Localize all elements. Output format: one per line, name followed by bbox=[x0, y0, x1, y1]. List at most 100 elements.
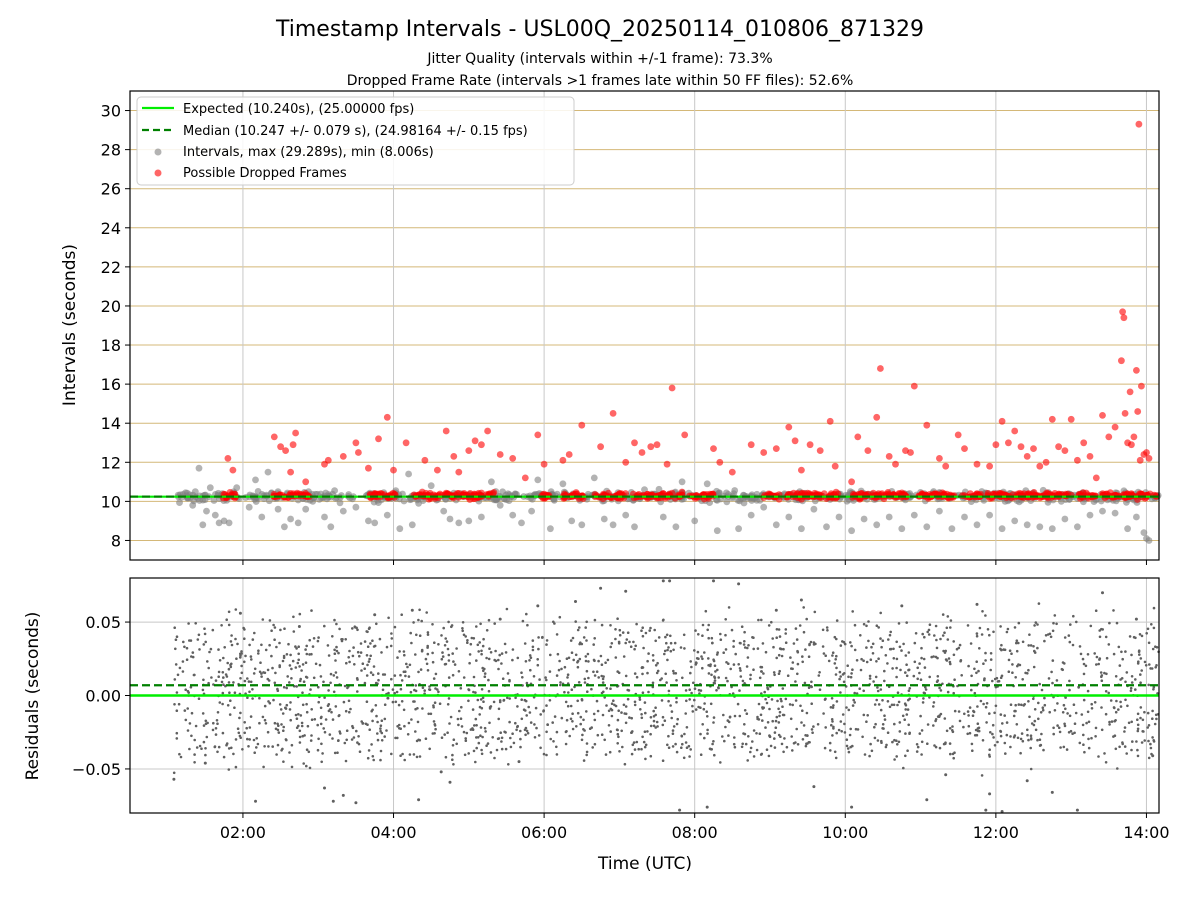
residual-point bbox=[337, 652, 340, 655]
residual-point bbox=[253, 739, 256, 742]
residual-point bbox=[300, 669, 303, 672]
interval-point bbox=[353, 504, 360, 511]
residual-point bbox=[529, 669, 532, 672]
residual-point bbox=[552, 621, 555, 624]
residual-point bbox=[851, 745, 854, 748]
residual-point bbox=[738, 689, 741, 692]
residual-point bbox=[634, 701, 637, 704]
dropped-frame-point bbox=[578, 422, 585, 429]
residual-point bbox=[1095, 663, 1098, 666]
interval-point bbox=[1112, 510, 1119, 517]
residual-point bbox=[594, 743, 597, 746]
residual-point bbox=[526, 682, 529, 685]
residual-point bbox=[282, 729, 285, 732]
residual-point bbox=[620, 711, 623, 714]
residual-point bbox=[309, 767, 312, 770]
residual-point bbox=[335, 646, 338, 649]
residual-point bbox=[225, 618, 228, 621]
residual-point bbox=[609, 730, 612, 733]
residual-point bbox=[898, 701, 901, 704]
residual-point bbox=[345, 710, 348, 713]
residual-point bbox=[586, 690, 589, 693]
residual-point bbox=[228, 768, 231, 771]
residual-point bbox=[847, 676, 850, 679]
residual-point bbox=[622, 631, 625, 634]
dropped-frame-point bbox=[1049, 416, 1056, 423]
residual-point bbox=[967, 714, 970, 717]
residual-point bbox=[1062, 711, 1065, 714]
interval-point bbox=[886, 514, 893, 521]
residual-point bbox=[549, 738, 552, 741]
residual-point bbox=[1052, 630, 1055, 633]
residual-point bbox=[861, 736, 864, 739]
residual-point bbox=[174, 648, 177, 651]
residual-point bbox=[586, 670, 589, 673]
residual-point bbox=[923, 658, 926, 661]
residual-point bbox=[646, 730, 649, 733]
residual-point bbox=[678, 809, 681, 812]
residual-point bbox=[283, 686, 286, 689]
residual-point bbox=[835, 732, 838, 735]
residual-point bbox=[683, 647, 686, 650]
residual-point bbox=[501, 737, 504, 740]
residual-point bbox=[482, 638, 485, 641]
residual-point bbox=[854, 649, 857, 652]
dropped-frame-point bbox=[340, 453, 347, 460]
residual-point bbox=[499, 731, 502, 734]
residual-point bbox=[399, 727, 402, 730]
residual-point bbox=[949, 753, 952, 756]
dropped-frame-point bbox=[1146, 455, 1153, 462]
intervals-y-tick-label: 26 bbox=[101, 180, 121, 199]
residual-point bbox=[221, 681, 224, 684]
residual-point bbox=[920, 657, 923, 660]
residual-point bbox=[1140, 706, 1143, 709]
residual-point bbox=[352, 655, 355, 658]
dropped-frame-point bbox=[1011, 428, 1018, 435]
dropped-frame-point bbox=[443, 428, 450, 435]
residual-point bbox=[653, 629, 656, 632]
residual-point bbox=[441, 736, 444, 739]
residual-point bbox=[1121, 658, 1124, 661]
residual-point bbox=[666, 744, 669, 747]
residual-point bbox=[480, 653, 483, 656]
residual-point bbox=[900, 604, 903, 607]
residual-point bbox=[232, 753, 235, 756]
residual-point bbox=[494, 650, 497, 653]
residual-point bbox=[891, 741, 894, 744]
residual-point bbox=[727, 719, 730, 722]
residual-point bbox=[1064, 636, 1067, 639]
residual-point bbox=[205, 722, 208, 725]
residual-point bbox=[1020, 704, 1023, 707]
residual-point bbox=[880, 741, 883, 744]
residual-point bbox=[1002, 648, 1005, 651]
residual-point bbox=[1137, 724, 1140, 727]
x-axis-label: Time (UTC) bbox=[597, 854, 692, 874]
residual-point bbox=[778, 628, 781, 631]
residual-point bbox=[1098, 658, 1101, 661]
residual-point bbox=[329, 682, 332, 685]
residual-point bbox=[530, 656, 533, 659]
residual-point bbox=[575, 654, 578, 657]
residual-point bbox=[766, 702, 769, 705]
interval-point bbox=[534, 477, 541, 484]
residual-point bbox=[428, 748, 431, 751]
residual-point bbox=[909, 687, 912, 690]
residual-point bbox=[976, 603, 979, 606]
residual-point bbox=[539, 713, 542, 716]
residual-point bbox=[258, 697, 261, 700]
residual-point bbox=[722, 714, 725, 717]
residual-point bbox=[369, 642, 372, 645]
residual-point bbox=[585, 639, 588, 642]
residual-point bbox=[1101, 729, 1104, 732]
residual-point bbox=[500, 740, 503, 743]
residual-point bbox=[774, 731, 777, 734]
residual-point bbox=[601, 692, 604, 695]
residual-point bbox=[749, 674, 752, 677]
residual-point bbox=[907, 708, 910, 711]
residual-point bbox=[1145, 632, 1148, 635]
residual-point bbox=[1087, 711, 1090, 714]
dropped-frame-point bbox=[403, 439, 410, 446]
residual-point bbox=[1008, 670, 1011, 673]
residual-point bbox=[216, 719, 219, 722]
residual-point bbox=[310, 708, 313, 711]
